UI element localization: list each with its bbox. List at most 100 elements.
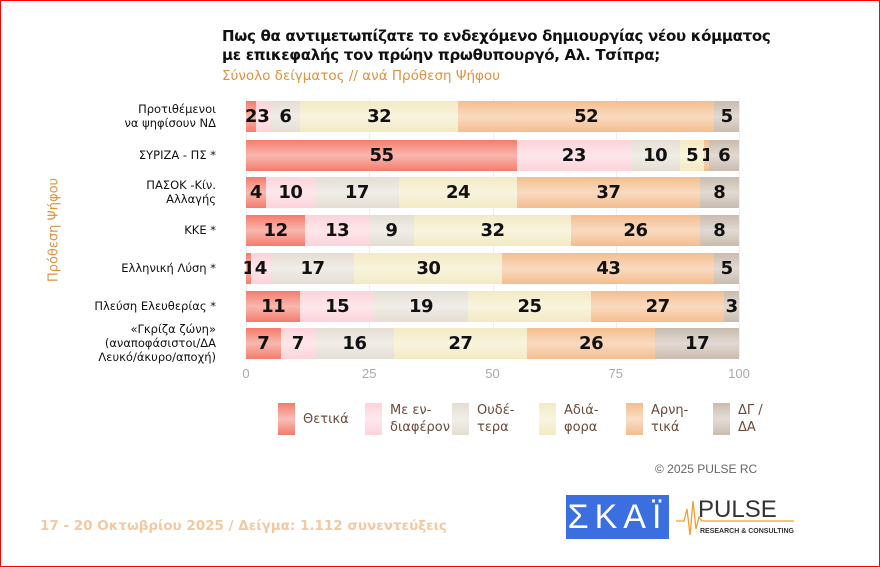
x-tick-label: 25 <box>362 366 377 381</box>
data-label: 55 <box>369 145 395 166</box>
bar-segment: 27 <box>591 291 725 322</box>
x-tick-label: 100 <box>728 366 750 381</box>
data-label: 26 <box>579 333 604 354</box>
data-label: 2 <box>244 106 258 127</box>
category-label: «Γκρίζα ζώνη» (αναποφάσιστοι/ΔΑ Λευκό/άκυρ… <box>98 322 216 364</box>
title-line: με επικεφαλής τον πρώην πρωθυπουργό, Αλ.… <box>222 46 660 64</box>
bar-segment: 26 <box>571 215 700 246</box>
legend-label: Αρνη-τικά <box>651 403 689 435</box>
data-label: 27 <box>645 296 671 317</box>
bar-segment: 12 <box>246 215 306 246</box>
data-label: 37 <box>596 182 621 203</box>
legend-label: Θετικά <box>303 411 349 427</box>
data-label: 3 <box>257 106 270 127</box>
legend-item: ΔΓ / ΔΑ <box>713 402 788 436</box>
category-label: Πλεύση Ελευθερίας * <box>94 299 216 313</box>
bar-segment: 4 <box>246 177 266 208</box>
data-label: 7 <box>291 333 305 354</box>
data-label: 6 <box>718 145 731 166</box>
bar-segment: 55 <box>246 140 518 171</box>
data-label: 17 <box>685 333 710 354</box>
bar-segment: 3 <box>255 101 271 132</box>
legend-swatch <box>278 403 295 435</box>
x-tick-label: 0 <box>242 366 250 381</box>
data-label: 23 <box>561 145 587 166</box>
data-label: 5 <box>720 106 734 127</box>
bar-segment: 2 <box>244 101 258 132</box>
legend-swatch <box>452 403 469 435</box>
legend-label: Αδιά-φορα <box>564 403 599 435</box>
legend-item: Αρνη-τικά <box>626 402 701 436</box>
legend-swatch <box>365 403 382 435</box>
bar-segment: 32 <box>413 215 572 246</box>
category-label: ΣΥΡΙΖΑ - ΠΣ * <box>138 148 216 162</box>
data-label: 9 <box>385 220 398 241</box>
skai-logo: ΣΚΑΪ <box>566 495 669 539</box>
bar-segment: 5 <box>679 140 705 171</box>
data-label: 6 <box>279 106 292 127</box>
data-label: 3 <box>725 296 739 317</box>
data-label: 30 <box>416 258 441 279</box>
data-label: 13 <box>325 220 350 241</box>
copyright: © 2025 PULSE RC <box>655 462 758 476</box>
bar-segment: 24 <box>398 177 518 208</box>
svg-text:RESEARCH & CONSULTING: RESEARCH & CONSULTING <box>700 528 795 535</box>
data-label: 8 <box>713 220 726 241</box>
data-label: 32 <box>367 106 392 127</box>
data-label: 4 <box>254 258 268 279</box>
bar-segment: 37 <box>517 177 700 208</box>
bar-segment: 6 <box>270 101 301 132</box>
fieldwork-info: 17 - 20 Οκτωβρίου 2025 / Δείγμα: 1.112 σ… <box>40 518 447 534</box>
legend-label: Ουδέ-τερα <box>477 403 515 435</box>
legend-item: Με εν-διαφέρον <box>365 402 450 436</box>
x-tick-label: 75 <box>608 366 623 381</box>
bar-segment: 26 <box>527 328 656 359</box>
bar-segment: 8 <box>699 177 739 208</box>
bar-segment: 13 <box>305 215 370 246</box>
legend-item: Αδιά-φορα <box>539 402 614 436</box>
data-label: 17 <box>344 182 370 203</box>
data-label: 7 <box>257 333 270 354</box>
category-label: ΠΑΣΟΚ -Κίν. Αλλαγής <box>146 178 216 206</box>
legend-swatch <box>626 403 643 435</box>
legend-swatch <box>713 403 730 435</box>
bar-segment: 7 <box>246 328 281 359</box>
chart-subtitle: Σύνολο δείγματος // ανά Πρόθεση Ψήφου <box>222 68 501 84</box>
bar-segment: 6 <box>709 140 739 171</box>
legend: Θετικά Με εν-διαφέρον Ουδέ-τερα Αδιά-φορα Αρ… <box>278 402 788 436</box>
bar-segment: 30 <box>354 253 503 284</box>
data-label: 12 <box>263 220 289 241</box>
plot-area: 2 3 6 32 52 5 55 23 10 5 1 6 4 10 17 24 37 8 12 13 9 32 26 8 1 4 1… <box>242 98 740 359</box>
bar-segment: 11 <box>246 291 301 322</box>
bar-segment: 25 <box>467 291 592 322</box>
bar-segment: 23 <box>517 140 631 171</box>
data-label: 10 <box>278 182 303 203</box>
data-label: 52 <box>574 106 599 127</box>
legend-swatch <box>539 403 556 435</box>
data-label: 24 <box>445 182 471 203</box>
data-label: 19 <box>408 296 434 317</box>
category-label: Ελληνική Λύση * <box>121 261 216 275</box>
data-label: 4 <box>249 182 263 203</box>
legend-label: Με εν-διαφέρον <box>390 403 450 435</box>
title-line: Πως θα αντιμετωπίζατε το ενδεχόμενο δημι… <box>222 27 771 45</box>
legend-label: ΔΓ / ΔΑ <box>738 403 763 435</box>
bar-segment: 19 <box>374 291 468 322</box>
pulse-logo: PULSE RESEARCH & CONSULTING <box>676 495 796 541</box>
bar-segment: 3 <box>724 291 739 322</box>
data-label: 10 <box>643 145 668 166</box>
data-label: 25 <box>517 296 542 317</box>
category-label: ΚΚΕ * <box>184 223 216 237</box>
bar-segment: 43 <box>502 253 715 284</box>
bar-segment: 15 <box>300 291 375 322</box>
data-label: 11 <box>261 296 286 317</box>
data-label: 32 <box>480 220 505 241</box>
legend-item: Ουδέ-τερα <box>452 402 527 436</box>
legend-item: Θετικά <box>278 402 353 436</box>
gridline <box>739 98 740 358</box>
category-label: Προτιθέμενοι να ψηφίσουν ΝΔ <box>124 102 216 130</box>
data-label: 16 <box>342 333 367 354</box>
bar-segment: 27 <box>393 328 527 359</box>
data-label: 27 <box>448 333 473 354</box>
svg-text:PULSE: PULSE <box>698 496 777 523</box>
